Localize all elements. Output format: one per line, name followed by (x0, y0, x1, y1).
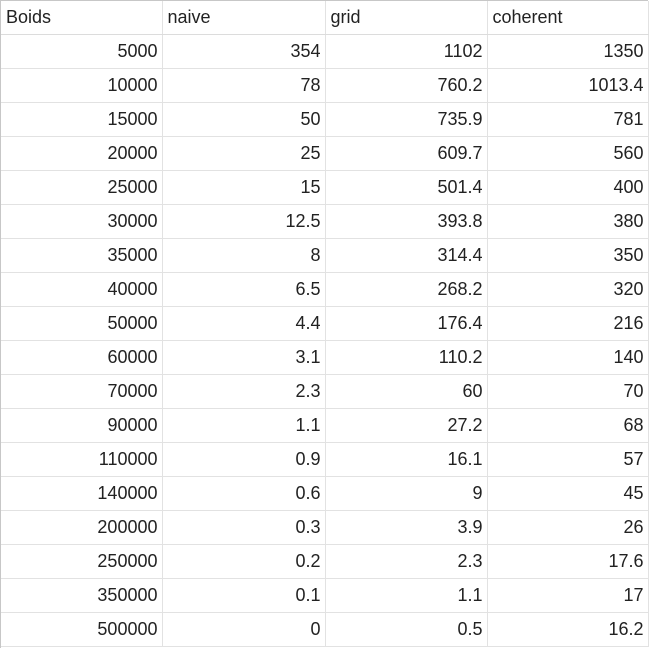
cell-coherent[interactable]: 57 (487, 442, 649, 477)
cell-coherent[interactable]: 560 (487, 136, 649, 171)
cell-grid[interactable]: 110.2 (325, 340, 488, 375)
header-row: Boids naive grid coherent (1, 1, 649, 35)
cell-naive[interactable]: 354 (162, 34, 326, 69)
cell-boids[interactable]: 200000 (1, 510, 163, 545)
cell-grid[interactable]: 735.9 (325, 102, 488, 137)
cell-naive[interactable]: 0 (162, 612, 326, 647)
cell-coherent[interactable]: 400 (487, 170, 649, 205)
cell-naive[interactable]: 0.9 (162, 442, 326, 477)
cell-coherent[interactable]: 17.6 (487, 544, 649, 579)
table-row: 50000 4.4 176.4 216 (1, 306, 649, 341)
header-cell-grid[interactable]: grid (325, 1, 488, 35)
header-cell-coherent[interactable]: coherent (487, 1, 649, 35)
cell-boids[interactable]: 35000 (1, 238, 163, 273)
cell-coherent[interactable]: 216 (487, 306, 649, 341)
cell-coherent[interactable]: 16.2 (487, 612, 649, 647)
cell-grid[interactable]: 760.2 (325, 68, 488, 103)
cell-boids[interactable]: 350000 (1, 578, 163, 613)
cell-grid[interactable]: 16.1 (325, 442, 488, 477)
cell-boids[interactable]: 50000 (1, 306, 163, 341)
cell-grid[interactable]: 501.4 (325, 170, 488, 205)
table-row: 15000 50 735.9 781 (1, 102, 649, 137)
cell-coherent[interactable]: 45 (487, 476, 649, 511)
table-row: 25000 15 501.4 400 (1, 170, 649, 205)
cell-coherent[interactable]: 350 (487, 238, 649, 273)
cell-naive[interactable]: 0.1 (162, 578, 326, 613)
table-row: 5000 354 1102 1350 (1, 34, 649, 69)
cell-naive[interactable]: 50 (162, 102, 326, 137)
cell-naive[interactable]: 3.1 (162, 340, 326, 375)
table-row: 350000 0.1 1.1 17 (1, 578, 649, 613)
table-row: 500000 0 0.5 16.2 (1, 612, 649, 647)
cell-boids[interactable]: 5000 (1, 34, 163, 69)
cell-coherent[interactable]: 17 (487, 578, 649, 613)
cell-boids[interactable]: 90000 (1, 408, 163, 443)
cell-naive[interactable]: 4.4 (162, 306, 326, 341)
table-row: 40000 6.5 268.2 320 (1, 272, 649, 307)
cell-coherent[interactable]: 380 (487, 204, 649, 239)
cell-coherent[interactable]: 140 (487, 340, 649, 375)
cell-boids[interactable]: 25000 (1, 170, 163, 205)
cell-naive[interactable]: 1.1 (162, 408, 326, 443)
table-row: 90000 1.1 27.2 68 (1, 408, 649, 443)
cell-boids[interactable]: 40000 (1, 272, 163, 307)
cell-grid[interactable]: 268.2 (325, 272, 488, 307)
table-row: 30000 12.5 393.8 380 (1, 204, 649, 239)
cell-naive[interactable]: 15 (162, 170, 326, 205)
table-row: 200000 0.3 3.9 26 (1, 510, 649, 545)
cell-boids[interactable]: 500000 (1, 612, 163, 647)
table-row: 110000 0.9 16.1 57 (1, 442, 649, 477)
cell-boids[interactable]: 250000 (1, 544, 163, 579)
header-cell-boids[interactable]: Boids (1, 1, 163, 35)
table-row: 10000 78 760.2 1013.4 (1, 68, 649, 103)
cell-coherent[interactable]: 26 (487, 510, 649, 545)
cell-grid[interactable]: 27.2 (325, 408, 488, 443)
header-cell-naive[interactable]: naive (162, 1, 326, 35)
cell-naive[interactable]: 78 (162, 68, 326, 103)
cell-grid[interactable]: 0.5 (325, 612, 488, 647)
cell-grid[interactable]: 609.7 (325, 136, 488, 171)
cell-boids[interactable]: 10000 (1, 68, 163, 103)
table-row: 140000 0.6 9 45 (1, 476, 649, 511)
cell-boids[interactable]: 60000 (1, 340, 163, 375)
cell-grid[interactable]: 9 (325, 476, 488, 511)
table-row: 60000 3.1 110.2 140 (1, 340, 649, 375)
cell-coherent[interactable]: 781 (487, 102, 649, 137)
cell-boids[interactable]: 15000 (1, 102, 163, 137)
cell-grid[interactable]: 1.1 (325, 578, 488, 613)
cell-naive[interactable]: 12.5 (162, 204, 326, 239)
cell-naive[interactable]: 6.5 (162, 272, 326, 307)
cell-naive[interactable]: 25 (162, 136, 326, 171)
cell-grid[interactable]: 314.4 (325, 238, 488, 273)
cell-boids[interactable]: 30000 (1, 204, 163, 239)
cell-coherent[interactable]: 68 (487, 408, 649, 443)
table-row: 35000 8 314.4 350 (1, 238, 649, 273)
cell-coherent[interactable]: 70 (487, 374, 649, 409)
cell-grid[interactable]: 176.4 (325, 306, 488, 341)
table-row: 70000 2.3 60 70 (1, 374, 649, 409)
cell-coherent[interactable]: 1013.4 (487, 68, 649, 103)
cell-grid[interactable]: 60 (325, 374, 488, 409)
cell-coherent[interactable]: 320 (487, 272, 649, 307)
cell-boids[interactable]: 110000 (1, 442, 163, 477)
cell-boids[interactable]: 70000 (1, 374, 163, 409)
cell-naive[interactable]: 0.6 (162, 476, 326, 511)
table-row: 20000 25 609.7 560 (1, 136, 649, 171)
cell-naive[interactable]: 0.3 (162, 510, 326, 545)
cell-naive[interactable]: 0.2 (162, 544, 326, 579)
cell-naive[interactable]: 2.3 (162, 374, 326, 409)
cell-grid[interactable]: 2.3 (325, 544, 488, 579)
cell-boids[interactable]: 20000 (1, 136, 163, 171)
cell-grid[interactable]: 1102 (325, 34, 488, 69)
cell-grid[interactable]: 393.8 (325, 204, 488, 239)
table-row: 250000 0.2 2.3 17.6 (1, 544, 649, 579)
cell-boids[interactable]: 140000 (1, 476, 163, 511)
cell-grid[interactable]: 3.9 (325, 510, 488, 545)
cell-naive[interactable]: 8 (162, 238, 326, 273)
cell-coherent[interactable]: 1350 (487, 34, 649, 69)
table-body: 5000 354 1102 1350 10000 78 760.2 1013.4 15000 50… (1, 34, 649, 647)
